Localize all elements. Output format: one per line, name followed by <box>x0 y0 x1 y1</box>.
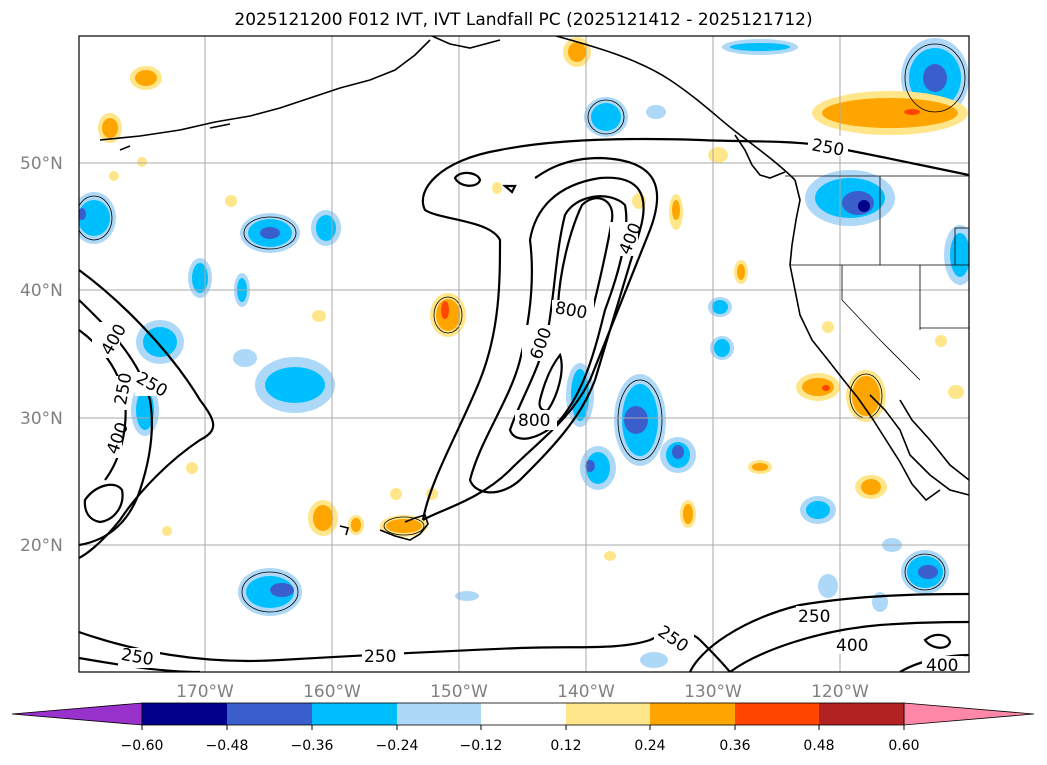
colorbar-tick-label: −0.24 <box>376 738 419 754</box>
lon-label-160w: 160°W <box>303 682 361 702</box>
colorbar-tick-label: 0.48 <box>803 738 834 754</box>
colorbar-segment <box>227 703 312 725</box>
colorbar-segment <box>566 703 650 725</box>
contour-label: 250 <box>364 647 396 667</box>
colorbar-segment <box>142 703 227 725</box>
colorbar-tick-label: −0.60 <box>121 738 164 754</box>
colorbar-segment <box>650 703 735 725</box>
colorbar-segment <box>735 703 819 725</box>
colorbar-tick-label: 0.12 <box>550 738 581 754</box>
latitude-labels: 50°N 40°N 30°N 20°N <box>20 154 63 556</box>
colorbar-tick-label: 0.24 <box>634 738 665 754</box>
coastlines <box>99 36 969 541</box>
lat-label-20n: 20°N <box>20 536 63 556</box>
colorbar-segment <box>819 703 904 725</box>
colorbar-segment <box>312 703 397 725</box>
lon-label-140w: 140°W <box>557 682 615 702</box>
lon-label-120w: 120°W <box>811 682 869 702</box>
colorbar-tick-label: 0.60 <box>888 738 919 754</box>
longitude-labels: 170°W 160°W 150°W 140°W 130°W 120°W <box>176 682 869 702</box>
negative-anomaly-shading <box>79 38 969 668</box>
lat-label-40n: 40°N <box>20 281 63 301</box>
lon-label-170w: 170°W <box>176 682 234 702</box>
colorbar-segment <box>481 703 566 725</box>
lon-label-150w: 150°W <box>430 682 488 702</box>
colorbar-tick-label: −0.36 <box>291 738 334 754</box>
colorbar-tick-label: 0.36 <box>719 738 750 754</box>
lat-label-30n: 30°N <box>20 409 63 429</box>
graticule <box>79 36 969 672</box>
contour-label: 400 <box>836 636 868 656</box>
lon-label-130w: 130°W <box>684 682 742 702</box>
colorbar-extend-min <box>11 702 143 726</box>
colorbar-extend-max <box>903 702 1035 726</box>
contour-label: 800 <box>518 411 550 431</box>
state-borders <box>785 175 969 381</box>
lat-label-50n: 50°N <box>20 154 63 174</box>
colorbar-segment <box>397 703 481 725</box>
map-frame <box>78 35 970 673</box>
contour-label: 250 <box>798 607 830 627</box>
colorbar-tick-label: −0.12 <box>460 738 503 754</box>
colorbar: −0.60 −0.48 −0.36 −0.24 −0.12 0.12 0.24 … <box>11 702 1035 754</box>
colorbar-tick-label: −0.48 <box>206 738 249 754</box>
contour-label: 400 <box>926 656 958 676</box>
anomaly-outlines <box>79 43 966 613</box>
map-title: 2025121200 F012 IVT, IVT Landfall PC (20… <box>234 10 813 30</box>
